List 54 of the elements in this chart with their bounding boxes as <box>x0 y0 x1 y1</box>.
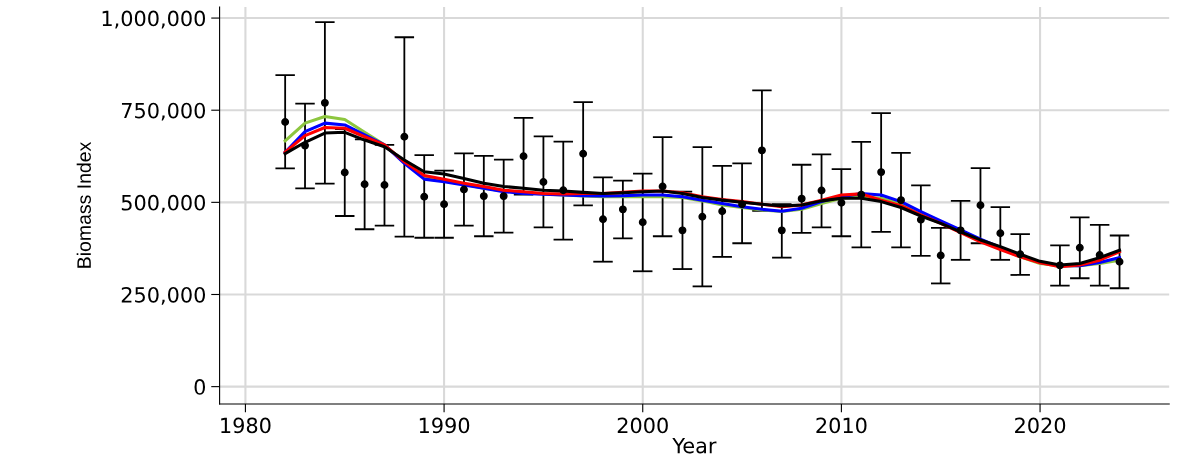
point <box>1075 243 1084 252</box>
point <box>1055 261 1064 270</box>
y-axis-title: Biomass Index <box>76 141 91 268</box>
point <box>599 215 607 224</box>
point <box>936 251 945 260</box>
point <box>698 212 707 221</box>
x-tick-label: 2020 <box>1015 417 1066 434</box>
point <box>618 205 627 214</box>
point <box>559 186 568 195</box>
y-tick-label: 750,000 <box>121 102 206 121</box>
point <box>817 186 826 195</box>
point <box>678 226 687 235</box>
point <box>797 194 806 203</box>
x-axis-title: Year <box>672 437 717 454</box>
y-tick-label: 1,000,000 <box>102 10 206 29</box>
point <box>777 226 786 235</box>
point <box>897 196 905 205</box>
point <box>579 149 588 158</box>
point <box>420 192 429 201</box>
point <box>459 185 468 194</box>
point <box>380 181 389 189</box>
point <box>857 190 866 199</box>
y-tick-label: 0 <box>194 379 206 395</box>
x-tick-label: 2010 <box>816 417 867 434</box>
point <box>996 229 1005 238</box>
y-tick-label: 250,000 <box>121 286 206 305</box>
point <box>400 132 409 141</box>
point <box>301 141 309 150</box>
point <box>877 168 886 177</box>
point <box>976 201 985 210</box>
x-tick-label: 2000 <box>617 417 668 434</box>
point <box>916 215 925 224</box>
point <box>1095 251 1104 260</box>
point <box>658 182 667 191</box>
point <box>440 200 449 209</box>
point <box>320 98 329 107</box>
point <box>956 226 965 235</box>
point <box>837 198 846 207</box>
point <box>757 146 766 155</box>
point <box>1115 257 1124 266</box>
point <box>281 118 290 126</box>
point <box>340 168 349 177</box>
point <box>738 200 747 209</box>
point <box>479 192 488 201</box>
point <box>360 180 369 189</box>
x-tick-label: 1980 <box>221 417 271 434</box>
point <box>718 207 727 216</box>
x-tick-label: 1990 <box>419 417 470 434</box>
y-tick-label: 500,000 <box>121 194 206 213</box>
point <box>638 218 647 227</box>
point <box>1016 250 1025 259</box>
point <box>539 178 548 187</box>
point <box>519 152 528 161</box>
point <box>499 192 508 201</box>
